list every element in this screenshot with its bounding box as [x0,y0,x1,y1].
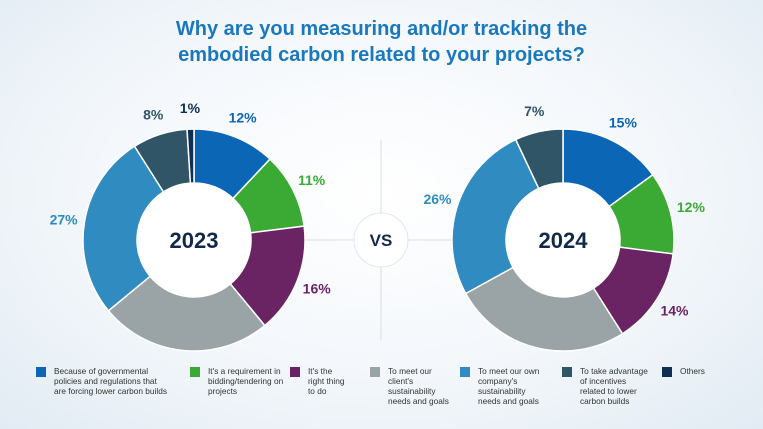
legend-label-2: It's a requirement in bidding/tendering o… [208,366,283,396]
data-label-2024-2: 12% [677,199,706,215]
slice-2023-to-meet-our [107,275,266,352]
legend-label-line: carbon builds [580,396,630,406]
legend-label-line: sustainability [388,386,436,396]
legend-label-5: To meet our own company's sustainability ne… [478,366,539,406]
legend-item-2: It's a requirement in bidding/tendering o… [190,366,283,396]
chart-title-line-2: embodied carbon related to your projects… [178,44,585,66]
legend-swatch-1 [36,367,46,377]
data-label-2023-1: 12% [229,109,258,125]
legend-label-line: Because of governmental [54,366,149,376]
data-label-2023-5: 27% [50,211,79,227]
center-label-2024: 2024 [539,228,589,253]
legend-item-6: To take advantage of incentives related to… [562,366,648,406]
legend-item-7: Others [662,366,705,377]
legend-label-line: company's [478,376,518,386]
legend-swatch-6 [562,367,572,377]
data-label-2024-1: 15% [609,114,638,130]
legend-label-line: are forcing lower carbon builds [54,386,167,396]
vs-label: VS [370,231,393,250]
legend-label-line: Others [680,366,705,376]
center-label-2023: 2023 [170,228,219,253]
slice-2023-others [186,128,195,184]
legend-label-line: It's a requirement in [208,366,281,376]
donut-2023: 12%11%16%25%27%8%1%2023 [50,100,332,352]
legend-label-line: sustainability [478,386,526,396]
legend-label-line: To meet our [388,366,432,376]
legend-label-line: needs and goals [388,396,449,406]
legend: Because of governmental policies and regu… [0,366,763,426]
legend-label-line: right thing [308,376,345,386]
data-label-2023-3: 16% [303,281,332,297]
legend-label-line: projects [208,386,238,396]
legend-swatch-7 [662,367,672,377]
data-label-2023-6: 8% [143,107,164,123]
legend-swatch-2 [190,367,200,377]
slice-2024-to-meet-our-own [451,138,540,295]
data-label-2023-7: 1% [180,100,201,116]
legend-label-line: It's the [308,366,333,376]
legend-swatch-3 [290,367,300,377]
legend-item-1: Because of governmental policies and regu… [36,366,167,396]
legend-label-line: To meet our own [478,366,540,376]
legend-label-line: to do [308,386,327,396]
legend-label-line: bidding/tendering on [208,376,284,386]
donut-charts: 12%11%16%25%27%8%1%2023 15%12%14%26%26%7… [50,100,706,360]
chart-title-line-1: Why are you measuring and/or tracking th… [175,18,588,40]
legend-swatch-5 [460,367,470,377]
data-label-2023-2: 11% [298,172,326,188]
slice-2023-to-meet-our-own [82,145,165,312]
legend-item-4: To meet our client's sustainability needs a… [370,366,449,406]
chart-title: Why are you measuring and/or tracking th… [0,16,763,68]
data-label-2024-3: 14% [660,303,689,319]
data-label-2024-5: 26% [423,191,452,207]
legend-label-line: client's [388,376,414,386]
donut-hole-2023 [138,184,250,296]
donut-hole-2024 [507,184,619,296]
legend-label-6: To take advantage of incentives related to… [580,366,648,406]
legend-label-line: needs and goals [478,396,539,406]
slice-2024-to-take-advantage [514,128,564,190]
legend-label-4: To meet our client's sustainability needs a… [388,366,449,406]
legend-item-3: It's the right thing to do [290,366,344,396]
legend-item-5: To meet our own company's sustainability ne… [460,366,539,406]
slice-2024-to-meet-our [464,266,624,352]
donut-2024: 15%12%14%26%26%7%2024 [423,103,705,360]
legend-label-1: Because of governmental policies and regu… [54,366,167,396]
legend-label-line: policies and regulations that [54,376,157,386]
legend-swatch-4 [370,367,380,377]
legend-label-3: It's the right thing to do [308,366,344,396]
legend-label-line: of incentives [580,376,627,386]
vs-badge: VS [353,212,409,268]
legend-label-line: related to lower [580,386,637,396]
legend-label-line: To take advantage [580,366,648,376]
data-label-2024-6: 7% [524,103,545,119]
legend-label-7: Others [680,366,705,376]
